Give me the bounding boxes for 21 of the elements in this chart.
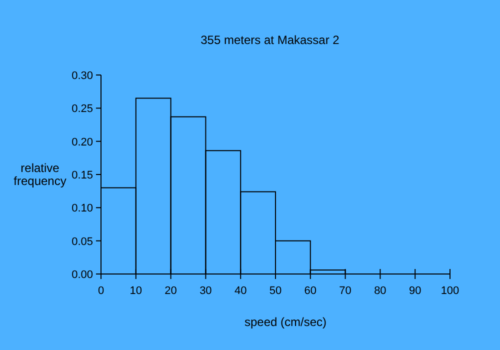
x-axis-title: speed (cm/sec) bbox=[244, 315, 327, 329]
y-tick-label: 0.20 bbox=[72, 136, 93, 148]
y-tick-label: 0.10 bbox=[72, 202, 93, 215]
x-tick-label: 70 bbox=[339, 285, 352, 297]
y-tick-label: 0.05 bbox=[72, 236, 93, 248]
y-axis-title: relative frequency bbox=[14, 161, 66, 188]
chart-title: 355 meters at Makassar 2 bbox=[200, 33, 340, 47]
y-tick-label: 0.30 bbox=[72, 70, 93, 82]
y-tick-label: 0.25 bbox=[72, 103, 93, 116]
y-tick-label: 0.15 bbox=[72, 170, 93, 182]
x-tick-label: 100 bbox=[440, 285, 460, 297]
x-tick-label: 30 bbox=[200, 285, 212, 297]
x-tick-label: 10 bbox=[130, 285, 142, 297]
x-tick-label: 60 bbox=[304, 285, 317, 297]
x-tick-label: 40 bbox=[234, 285, 247, 297]
x-tick-label: 20 bbox=[164, 285, 177, 297]
x-tick-label: 50 bbox=[269, 285, 282, 297]
x-tick-label: 90 bbox=[408, 285, 422, 297]
x-tick-label: 80 bbox=[374, 285, 386, 297]
x-tick-label: 0 bbox=[98, 285, 104, 297]
y-tick-label: 0.00 bbox=[72, 269, 93, 281]
